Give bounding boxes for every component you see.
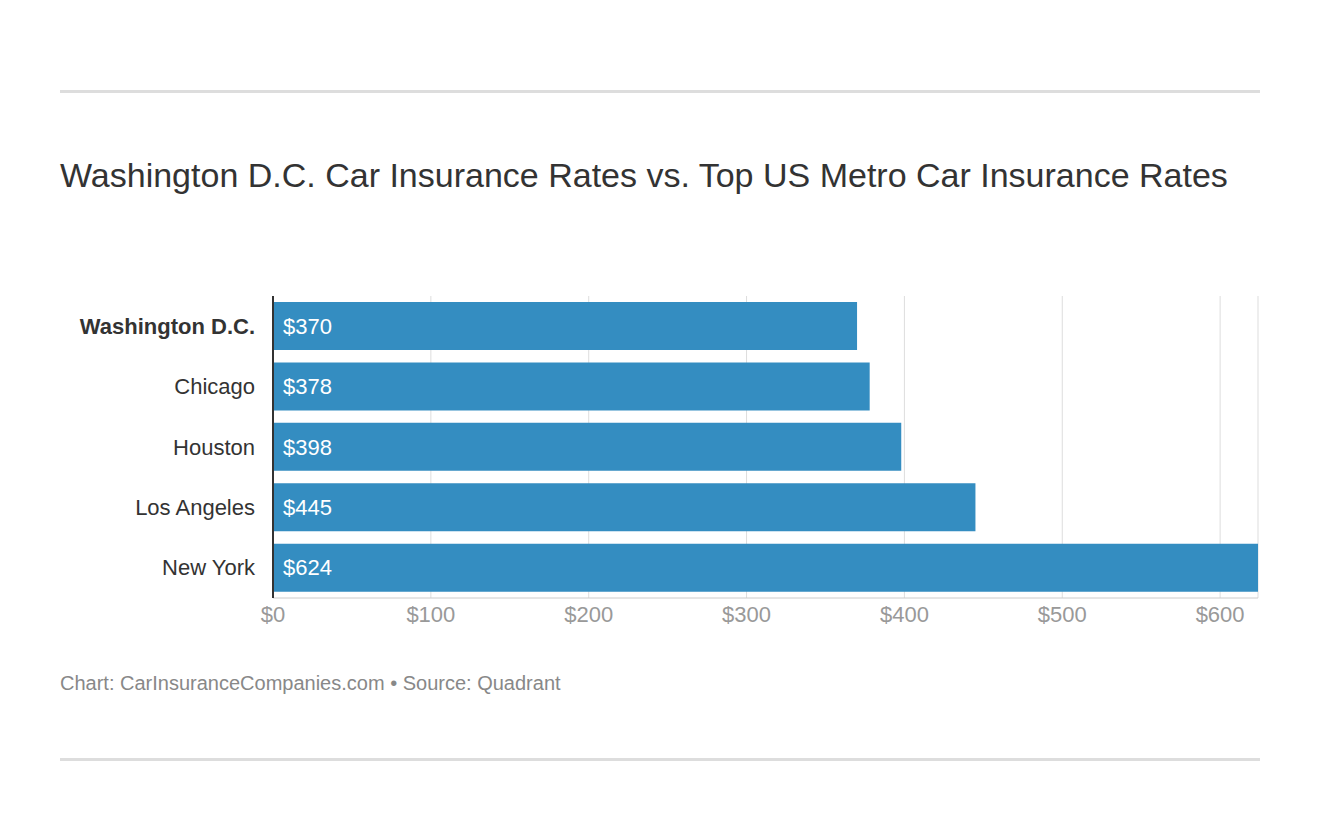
svg-text:Chicago: Chicago <box>174 374 255 399</box>
svg-text:$445: $445 <box>283 495 332 520</box>
svg-text:$398: $398 <box>283 435 332 460</box>
svg-text:New York: New York <box>162 555 256 580</box>
svg-text:$100: $100 <box>406 602 455 627</box>
svg-text:$378: $378 <box>283 374 332 399</box>
svg-text:Washington D.C.: Washington D.C. <box>80 314 255 339</box>
svg-text:$600: $600 <box>1196 602 1245 627</box>
svg-text:Los Angeles: Los Angeles <box>135 495 255 520</box>
svg-text:$500: $500 <box>1038 602 1087 627</box>
html-text:Washington D.C. Car Insurance: Washington D.C. Car Insurance Rates vs. … <box>60 156 1228 194</box>
html-text:Chart: CarInsuranceCompanies.c: Chart: CarInsuranceCompanies.com • Sourc… <box>60 672 561 694</box>
svg-text:$624: $624 <box>283 555 332 580</box>
svg-text:$370: $370 <box>283 314 332 339</box>
svg-text:Houston: Houston <box>173 435 255 460</box>
svg-text:$0: $0 <box>261 602 285 627</box>
svg-text:$300: $300 <box>722 602 771 627</box>
svg-text:$200: $200 <box>564 602 613 627</box>
svg-text:$400: $400 <box>880 602 929 627</box>
